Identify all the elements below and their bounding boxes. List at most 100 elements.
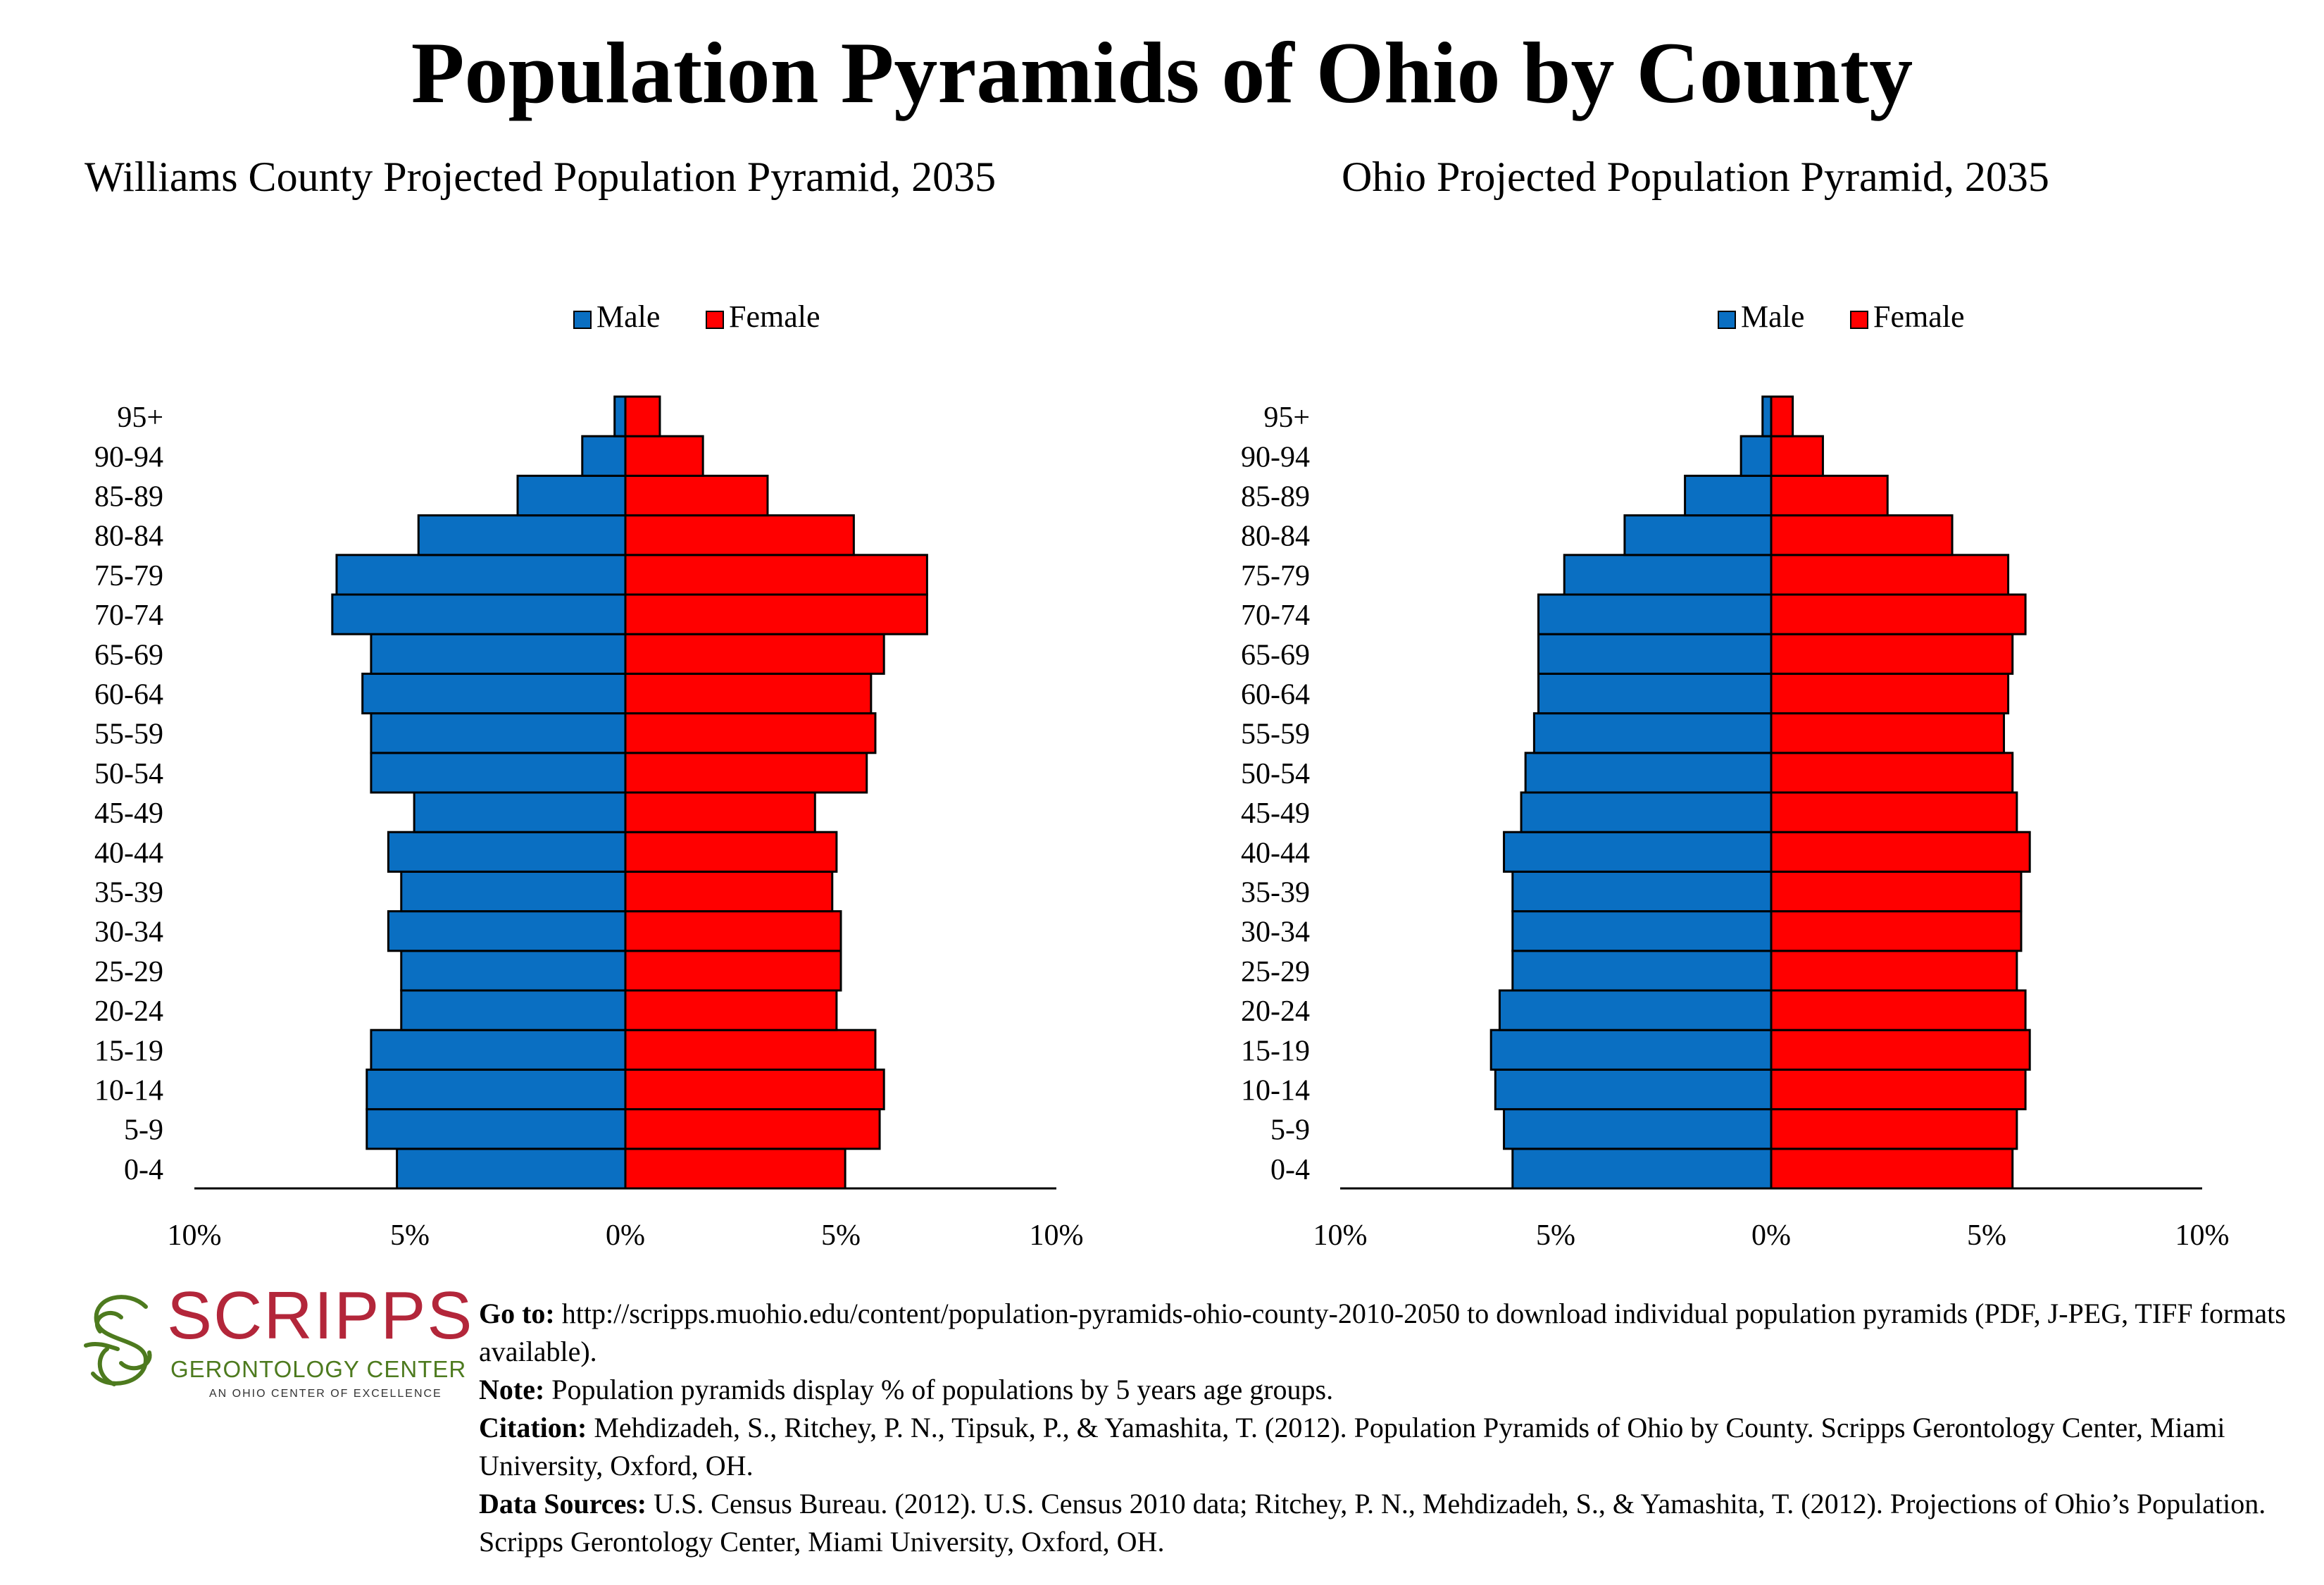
logo-wordmark: SCRIPPS (167, 1278, 474, 1353)
bar-female-90-94 (1770, 435, 1824, 477)
bar-male-85-89 (516, 474, 627, 517)
bar-male-30-34 (387, 910, 627, 952)
footnote-data-sources: Data Sources: U.S. Census Bureau. (2012)… (479, 1488, 2266, 1558)
age-label-60-64: 60-64 (1241, 679, 1310, 711)
footnotes: Go to: http://scripps.muohio.edu/content… (479, 1295, 2310, 1561)
chart-title-williams: Williams County Projected Population Pyr… (85, 154, 997, 200)
bar-female-30-34 (624, 910, 842, 952)
age-label-5-9: 5-9 (124, 1114, 163, 1147)
x-tick-label: 10% (2175, 1219, 2230, 1252)
scripps-swirl-icon (84, 1295, 152, 1386)
bar-male-75-79 (1563, 554, 1773, 596)
age-label-85-89: 85-89 (1241, 481, 1310, 514)
age-label-50-54: 50-54 (94, 758, 163, 790)
age-label-35-39: 35-39 (94, 877, 163, 909)
bar-female-80-84 (624, 514, 855, 557)
x-tick-label: 0% (606, 1219, 645, 1252)
bar-female-40-44 (624, 831, 838, 873)
bar-male-0-4 (1511, 1148, 1773, 1190)
age-label-40-44: 40-44 (1241, 837, 1310, 869)
age-label-70-74: 70-74 (1241, 599, 1310, 632)
bar-female-35-39 (624, 870, 834, 913)
age-label-0-4: 0-4 (124, 1154, 163, 1186)
bar-female-70-74 (1770, 593, 2027, 635)
bar-male-80-84 (1623, 514, 1773, 557)
x-tick-label: 10% (1030, 1219, 1084, 1252)
bar-female-20-24 (624, 989, 838, 1031)
age-label-25-29: 25-29 (94, 956, 163, 988)
age-label-90-94: 90-94 (1241, 441, 1310, 473)
pyramid-chart-ohio: 0-4 5-9 10-14 15-19 20-24 25-29 30-34 35-39 40-4… (1241, 299, 2230, 1252)
bar-female-5-9 (1770, 1108, 2018, 1150)
bar-male-20-24 (400, 989, 627, 1031)
x-tick-label: 0% (1751, 1219, 1791, 1252)
age-label-15-19: 15-19 (94, 1035, 163, 1067)
age-label-55-59: 55-59 (1241, 719, 1310, 751)
age-label-50-54: 50-54 (1241, 758, 1310, 790)
bar-male-65-69 (1537, 633, 1773, 675)
age-label-20-24: 20-24 (1241, 995, 1310, 1028)
footnote-goto: Go to: http://scripps.muohio.edu/content… (479, 1298, 2286, 1367)
footnote-note: Note: Population pyramids display % of p… (479, 1374, 1334, 1405)
bar-male-90-94 (1739, 435, 1773, 477)
x-tick-label: 10% (168, 1219, 222, 1252)
bar-female-50-54 (1770, 752, 2014, 794)
age-label-75-79: 75-79 (94, 560, 163, 592)
bar-female-55-59 (624, 712, 877, 754)
bar-female-20-24 (1770, 989, 2027, 1031)
bar-female-25-29 (624, 950, 842, 992)
bar-male-55-59 (1532, 712, 1773, 754)
bar-female-75-79 (624, 554, 928, 596)
bar-male-95+ (1761, 395, 1773, 437)
bar-female-75-79 (1770, 554, 2010, 596)
bar-male-25-29 (1511, 950, 1773, 992)
logo-tagline: AN OHIO CENTER OF EXCELLENCE (209, 1388, 442, 1400)
bar-female-60-64 (624, 672, 873, 715)
age-label-40-44: 40-44 (94, 837, 163, 869)
bar-female-45-49 (1770, 791, 2018, 833)
bar-male-30-34 (1511, 910, 1773, 952)
bar-male-70-74 (1537, 593, 1773, 635)
bar-male-40-44 (387, 831, 627, 873)
bar-male-45-49 (413, 791, 627, 833)
age-label-30-34: 30-34 (94, 916, 163, 949)
age-label-30-34: 30-34 (1241, 916, 1310, 949)
bar-female-0-4 (1770, 1148, 2014, 1190)
bar-male-10-14 (366, 1068, 627, 1111)
bar-male-85-89 (1684, 474, 1773, 517)
bar-female-65-69 (624, 633, 885, 675)
bar-female-15-19 (1770, 1028, 2031, 1071)
age-label-95+: 95+ (117, 402, 163, 434)
age-label-80-84: 80-84 (1241, 521, 1310, 553)
chart-title-ohio: Ohio Projected Population Pyramid, 2035 (1342, 154, 2049, 200)
bar-female-60-64 (1770, 672, 2010, 715)
bar-male-40-44 (1503, 831, 1773, 873)
age-label-55-59: 55-59 (94, 719, 163, 751)
bar-male-90-94 (581, 435, 627, 477)
age-label-20-24: 20-24 (94, 995, 163, 1028)
age-label-65-69: 65-69 (94, 639, 163, 671)
bar-female-35-39 (1770, 870, 2023, 913)
bar-male-35-39 (400, 870, 627, 913)
age-label-45-49: 45-49 (1241, 797, 1310, 830)
legend-swatch-female (1850, 311, 1868, 329)
age-label-90-94: 90-94 (94, 441, 163, 473)
age-label-10-14: 10-14 (94, 1075, 163, 1107)
x-tick-label: 10% (1313, 1219, 1368, 1252)
legend-swatch-male (1718, 311, 1736, 329)
age-label-0-4: 0-4 (1270, 1154, 1310, 1186)
age-label-45-49: 45-49 (94, 797, 163, 830)
bar-male-5-9 (1503, 1108, 1773, 1150)
legend-swatch-female (706, 311, 724, 329)
age-label-80-84: 80-84 (94, 521, 163, 553)
bar-male-15-19 (1489, 1028, 1773, 1071)
age-label-10-14: 10-14 (1241, 1075, 1310, 1107)
page-title: Population Pyramids of Ohio by County (411, 25, 1913, 121)
x-tick-label: 5% (390, 1219, 430, 1252)
bar-male-60-64 (1537, 672, 1773, 715)
age-label-65-69: 65-69 (1241, 639, 1310, 671)
bar-male-35-39 (1511, 870, 1773, 913)
bar-female-95+ (1770, 395, 1794, 437)
age-label-75-79: 75-79 (1241, 560, 1310, 592)
bar-male-45-49 (1520, 791, 1773, 833)
